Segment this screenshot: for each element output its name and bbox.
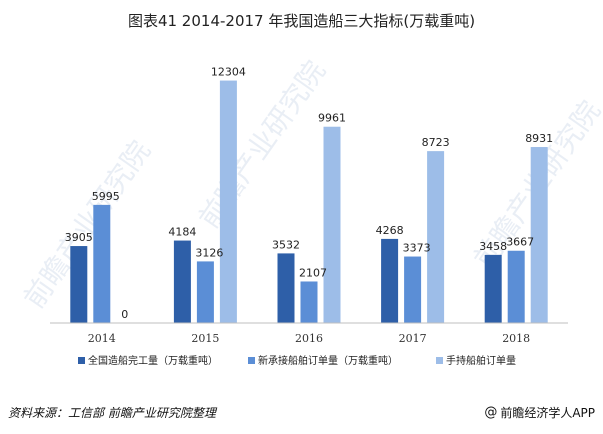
legend-swatch-3 [436,357,443,364]
data-label-2014-series-2: 5995 [92,190,120,203]
data-labels-layer: 3905 5995 0 4184 3126 12304 3532 2107 9961 4268 33… [65,66,553,321]
legend-swatch-1 [78,357,85,364]
x-tick-2015: 2015 [191,332,219,345]
legend-label-1: 全国造船完工量（万载重吨） [88,354,218,367]
x-tick-2018: 2018 [502,332,530,345]
data-label-2016-series-3: 9961 [318,112,346,125]
data-label-2016-series-1: 3532 [272,238,300,251]
bar-2017-series-1 [381,238,399,323]
at-icon: @ [484,405,498,420]
source-note: 资料来源：工信部 前瞻产业研究院整理 [8,406,216,420]
legend-item-1: 全国造船完工量（万载重吨） [78,354,218,367]
bar-2017-series-2 [404,256,422,323]
data-label-2014-series-1: 3905 [65,231,93,244]
brand-label: 前瞻经济学人APP [500,406,595,420]
bar-2018-series-3 [530,147,548,323]
data-label-2016-series-2: 2107 [299,266,327,279]
bar-2015-series-2 [196,261,214,323]
watermark-text: 前瞻产业研究院 [192,55,331,234]
bar-chart: 前瞻产业研究院前瞻产业研究院前瞻产业研究院 390559950418431261… [17,55,603,367]
bar-2016-series-3 [323,126,341,323]
x-tick-2014: 2014 [88,332,116,345]
legend-item-2: 新承接船舶订单量（万载重吨） [248,354,398,367]
legend-label-3: 手持船舶订单量 [446,354,516,367]
data-label-2018-series-3: 8931 [525,132,553,145]
data-label-2014-series-3: 0 [121,308,128,321]
data-label-2018-series-2: 3667 [506,236,534,249]
bar-2017-series-3 [427,151,445,323]
x-tick-2016: 2016 [295,332,323,345]
brand-credit: @ 前瞻经济学人APP [484,404,595,421]
legend-label-2: 新承接船舶订单量（万载重吨） [258,354,398,367]
bar-2018-series-2 [507,250,525,323]
bar-2015-series-1 [173,240,191,323]
data-label-2015-series-3: 12304 [211,66,246,79]
bar-2016-series-1 [277,253,295,323]
data-label-2015-series-2: 3126 [195,246,223,259]
chart-title: 图表41 2014-2017 年我国造船三大指标(万载重吨) [127,12,476,30]
bar-2016-series-2 [300,281,318,323]
bars-layer [70,80,548,323]
bar-2014-series-2 [93,204,111,323]
bar-2014-series-1 [70,246,88,323]
data-label-2017-series-3: 8723 [422,136,450,149]
data-label-2017-series-1: 4268 [376,224,404,237]
x-tick-labels: 2014 2015 2016 2017 2018 [88,332,530,345]
data-label-2018-series-1: 3458 [479,240,507,253]
legend: 全国造船完工量（万载重吨） 新承接船舶订单量（万载重吨） 手持船舶订单量 [78,354,516,367]
legend-swatch-2 [248,357,255,364]
data-label-2015-series-1: 4184 [168,226,196,239]
bar-2018-series-1 [484,254,502,323]
data-label-2017-series-2: 3373 [403,242,431,255]
bar-2015-series-3 [219,80,237,323]
x-tick-2017: 2017 [399,332,427,345]
legend-item-3: 手持船舶订单量 [436,354,516,367]
